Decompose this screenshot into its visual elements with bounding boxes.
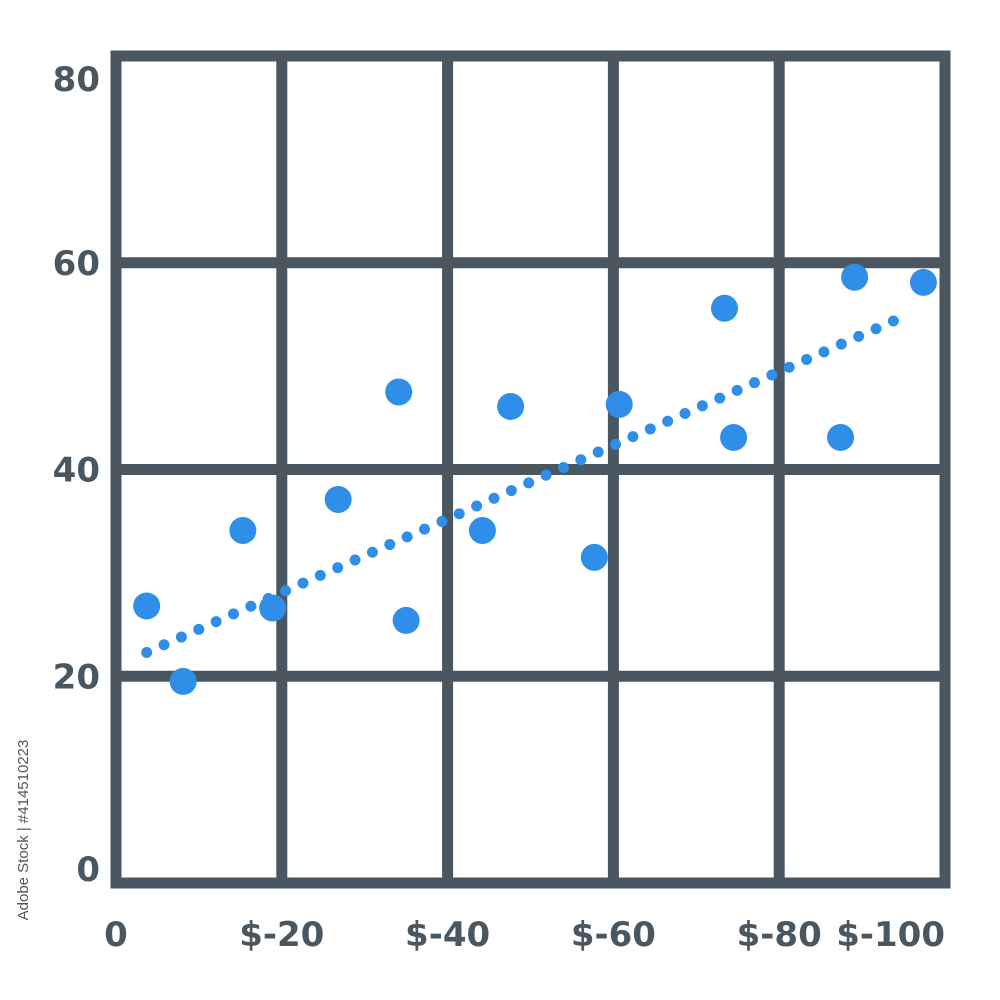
y-axis-ticks: 0 20 40 60 80 <box>53 60 100 890</box>
data-point-13 <box>827 423 855 451</box>
data-point-11 <box>710 294 738 322</box>
grid <box>110 50 951 889</box>
plot-frame <box>110 50 951 889</box>
y-tick-label-3: 60 <box>53 244 100 284</box>
y-tick-label-0: 0 <box>76 850 100 890</box>
data-point-2 <box>229 516 257 544</box>
data-point-5 <box>385 378 413 406</box>
data-points <box>133 263 937 695</box>
x-axis-ticks: 0 $-20 $-40 $-60 $-80 $-100 <box>104 915 945 955</box>
trendline-dotted <box>141 311 910 658</box>
x-tick-label-3: $-60 <box>571 915 656 955</box>
data-point-3 <box>259 594 287 622</box>
y-tick-label-1: 20 <box>53 657 100 697</box>
x-tick-label-0: 0 <box>104 915 128 955</box>
data-point-6 <box>392 606 420 634</box>
y-tick-label-4: 80 <box>53 60 100 100</box>
data-point-9 <box>580 543 608 571</box>
data-point-10 <box>605 390 633 418</box>
trendline <box>141 311 910 658</box>
data-point-0 <box>133 592 161 620</box>
x-tick-label-2: $-40 <box>405 915 490 955</box>
data-point-7 <box>468 516 496 544</box>
x-tick-label-5: $-100 <box>836 915 945 955</box>
image-credit: Adobe Stock | #414510223 <box>15 740 32 921</box>
data-point-12 <box>720 423 748 451</box>
data-point-8 <box>497 392 525 420</box>
x-tick-label-4: $-80 <box>737 915 822 955</box>
data-point-1 <box>169 667 197 695</box>
data-point-4 <box>324 485 352 513</box>
data-point-15 <box>909 268 937 296</box>
x-tick-label-1: $-20 <box>239 915 324 955</box>
data-point-14 <box>841 263 869 291</box>
y-tick-label-2: 40 <box>53 451 100 491</box>
